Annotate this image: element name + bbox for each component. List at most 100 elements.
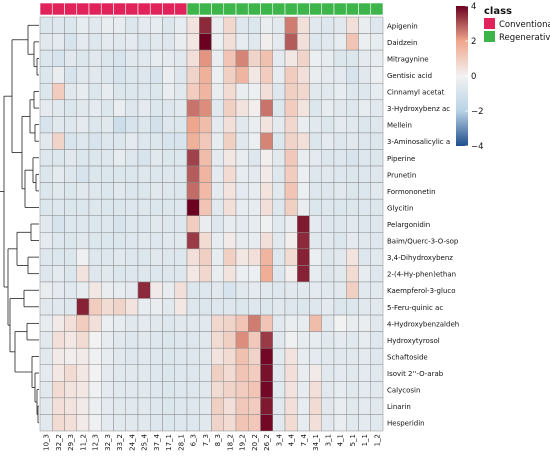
heatmap-cell <box>358 232 371 250</box>
heatmap-cell <box>76 66 90 84</box>
class-annotation-bar <box>39 2 384 16</box>
heatmap-cell <box>113 198 126 216</box>
row-dendrogram <box>0 24 39 424</box>
heatmap-cell <box>39 165 53 183</box>
heatmap-cell <box>162 33 175 51</box>
heatmap-cell <box>284 347 298 366</box>
heatmap-cell <box>309 381 322 399</box>
heatmap-cell <box>186 99 200 117</box>
heatmap-cell <box>150 165 163 183</box>
heatmap-cell <box>358 397 371 415</box>
heatmap-cell <box>358 381 371 399</box>
heatmap-cell <box>284 381 298 399</box>
heatmap-cell <box>309 182 322 200</box>
column-label: 19_2 <box>239 434 247 451</box>
column-label: 32_2 <box>55 434 63 451</box>
heatmap-cell <box>64 116 77 134</box>
heatmap-cell <box>39 331 53 349</box>
heatmap-cell <box>64 232 77 250</box>
heatmap-cell <box>248 364 261 382</box>
heatmap-cell <box>101 298 114 316</box>
heatmap-cell <box>260 49 273 67</box>
row-label: Gentisic acid <box>387 72 432 80</box>
heatmap-cell <box>101 265 114 283</box>
heatmap-cell <box>76 49 90 67</box>
heatmap-cell <box>39 33 53 51</box>
heatmap-cell <box>211 281 224 299</box>
heatmap-cell <box>101 182 114 200</box>
heatmap-cell <box>211 298 224 316</box>
heatmap-cell <box>88 248 102 266</box>
heatmap-cell <box>297 49 310 67</box>
heatmap-cell <box>223 232 237 250</box>
heatmap-cell <box>64 364 77 382</box>
heatmap-cell <box>113 232 126 250</box>
heatmap-cell <box>309 215 322 233</box>
heatmap-cell <box>309 198 322 216</box>
heatmap-cell <box>297 265 310 283</box>
heatmap-cell <box>284 215 298 233</box>
class-legend-label: Regenerative <box>499 33 550 43</box>
heatmap-cell <box>76 132 90 150</box>
heatmap-cell <box>76 33 90 51</box>
heatmap-cell <box>137 265 151 283</box>
heatmap-cell <box>137 347 151 366</box>
row-label: Kaempferol-3-gluco <box>387 287 456 295</box>
heatmap-cell <box>174 49 188 67</box>
heatmap-cell <box>125 364 139 382</box>
heatmap-cell <box>297 298 310 316</box>
column-label: 29_3 <box>67 434 75 451</box>
heatmap-cell <box>223 314 237 332</box>
heatmap-cell <box>235 116 249 134</box>
row-label: Formononetin <box>387 188 436 196</box>
heatmap-cell <box>125 248 139 266</box>
row-label: Baim/Querc-3-O-sop <box>387 238 459 246</box>
heatmap-cell <box>223 331 237 349</box>
column-label: 17_1 <box>165 434 173 451</box>
heatmap-cell <box>88 281 102 299</box>
heatmap-cell <box>248 16 261 34</box>
row-label: Piperine <box>387 155 415 163</box>
heatmap-cell <box>370 99 384 117</box>
class-cell <box>321 2 335 16</box>
heatmap-cell <box>52 49 65 67</box>
heatmap-cell <box>297 182 310 200</box>
heatmap-cell <box>174 198 188 216</box>
heatmap-cell <box>272 82 286 101</box>
heatmap-cell <box>346 314 359 332</box>
heatmap-cell <box>346 165 359 183</box>
heatmap-cell <box>235 397 249 415</box>
heatmap-cell <box>309 149 322 167</box>
heatmap-cell <box>113 248 126 266</box>
heatmap-cell <box>186 82 200 101</box>
heatmap-cell <box>346 381 359 399</box>
heatmap-cell <box>235 248 249 266</box>
heatmap-cell <box>223 16 237 34</box>
heatmap-cell <box>113 414 126 432</box>
heatmap-cell <box>370 165 384 183</box>
heatmap-cell <box>211 116 224 134</box>
heatmap-cell <box>174 215 188 233</box>
heatmap-cell <box>125 298 139 316</box>
heatmap-cell <box>370 232 384 250</box>
heatmap-cell <box>39 265 53 283</box>
heatmap-cell <box>52 149 65 167</box>
class-legend: class Conventional Regenerative <box>484 6 550 43</box>
heatmap-cell <box>199 281 212 299</box>
class-cell <box>39 2 53 16</box>
heatmap-cell <box>358 248 371 266</box>
heatmap-cell <box>113 66 126 84</box>
heatmap-cell <box>370 314 384 332</box>
heatmap-cell <box>272 314 286 332</box>
heatmap-cell <box>272 16 286 34</box>
heatmap-cell <box>174 182 188 200</box>
heatmap-cell <box>199 149 212 167</box>
heatmap-cell <box>64 132 77 150</box>
heatmap-cell <box>88 132 102 150</box>
heatmap-cell <box>88 215 102 233</box>
heatmap-cell <box>297 66 310 84</box>
column-label: 8_3 <box>214 434 222 446</box>
heatmap-cell <box>272 364 286 382</box>
heatmap-cell <box>358 182 371 200</box>
